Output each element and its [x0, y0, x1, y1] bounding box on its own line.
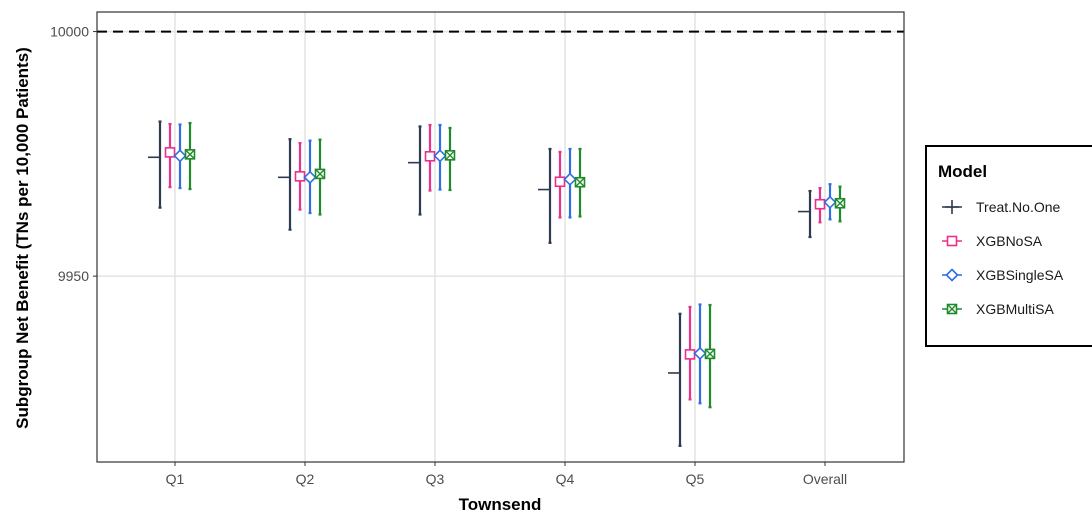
legend-label: XGBMultiSA [976, 301, 1054, 317]
x-tick-label: Q2 [296, 471, 315, 487]
y-tick-label: 10000 [50, 24, 89, 40]
point-marker [433, 149, 447, 163]
x-axis-title: Townsend [459, 495, 542, 514]
x-tick-label: Q4 [556, 471, 575, 487]
point-marker-cross [445, 150, 455, 161]
series-xgbmultisa [184, 121, 846, 409]
point-marker [684, 349, 696, 360]
point-marker [424, 150, 436, 162]
point-marker-cross [705, 348, 715, 359]
series-xgbsinglesa [173, 123, 837, 405]
legend-item: Treat.No.One [942, 199, 1061, 215]
x-tick-label: Q5 [686, 471, 705, 487]
legend: Model Treat.No.One XGBNoSA XGBSingleSA XGBM… [925, 145, 1092, 347]
point-marker [693, 346, 707, 361]
legend-key-marker [946, 235, 958, 247]
point-marker-cross [835, 198, 845, 209]
point-marker [303, 170, 317, 184]
marks-layer [148, 120, 846, 447]
legend-label: XGBSingleSA [976, 267, 1064, 283]
legend-item: XGBNoSA [942, 233, 1043, 249]
point-marker [173, 149, 187, 163]
legend-item: XGBSingleSA [942, 267, 1064, 283]
point-marker [563, 172, 577, 186]
point-marker-cross [315, 168, 325, 179]
point-marker-cross [575, 177, 585, 188]
legend-item: XGBMultiSA [942, 301, 1054, 317]
legend-title: Model [938, 162, 987, 181]
legend-label: XGBNoSA [976, 233, 1043, 249]
point-marker [814, 198, 826, 210]
point-marker [823, 195, 837, 209]
x-tick-label: Q1 [166, 471, 185, 487]
legend-key-marker [945, 268, 959, 282]
ticks-layer: Q1 Q2 Q3 Q4 Q5 Overall 9950 10000 [50, 24, 847, 487]
legend-label: Treat.No.One [976, 199, 1061, 215]
point-marker [294, 171, 306, 182]
y-axis-title: Subgroup Net Benefit (TNs per 10,000 Pat… [13, 47, 32, 429]
x-tick-label: Overall [803, 471, 847, 487]
legend-key-marker [945, 200, 959, 214]
point-marker-cross [185, 149, 195, 160]
x-tick-label: Q3 [426, 471, 445, 487]
point-marker [164, 147, 176, 158]
point-marker [554, 176, 566, 188]
legend-items: Treat.No.One XGBNoSA XGBSingleSA XGBMultiSA [942, 199, 1064, 317]
legend-key-marker-cross [947, 304, 957, 314]
plot-border [96, 11, 905, 463]
y-tick-label: 9950 [58, 268, 89, 284]
series-treat-no-one [148, 120, 812, 447]
series-xgbnosa [164, 122, 826, 401]
